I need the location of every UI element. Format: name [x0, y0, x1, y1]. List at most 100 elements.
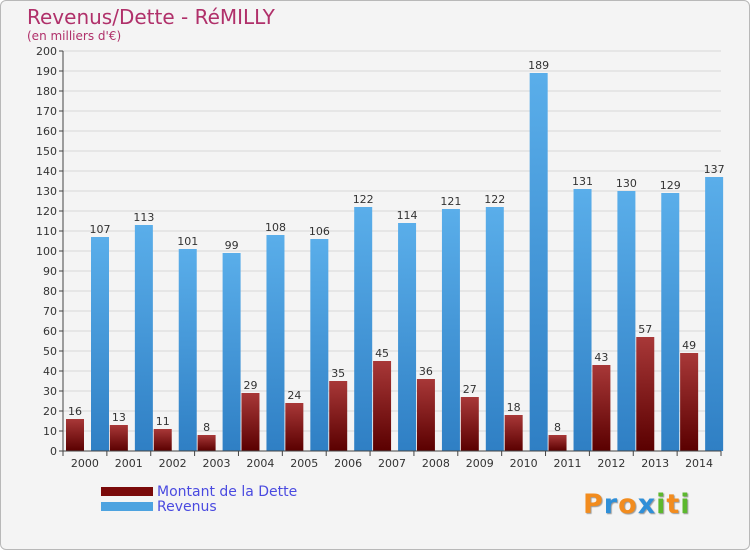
x-tick-label: 2014: [685, 457, 713, 470]
bar-debt: [460, 397, 479, 451]
logo-letter: r: [603, 489, 619, 520]
data-label-debt: 16: [68, 405, 82, 418]
data-label-revenue: 121: [440, 195, 461, 208]
legend-swatch-revenue: [101, 502, 153, 511]
logo-letter: i: [656, 489, 667, 520]
data-label-debt: 27: [463, 383, 477, 396]
bar-revenue: [178, 249, 197, 451]
data-label-debt: 36: [419, 365, 433, 378]
bar-revenue: [573, 189, 592, 451]
data-label-debt: 29: [243, 379, 257, 392]
y-tick-label: 70: [43, 305, 57, 318]
y-tick-label: 200: [36, 45, 57, 58]
bar-debt: [66, 419, 84, 451]
x-tick-label: 2006: [334, 457, 362, 470]
bar-debt: [504, 415, 523, 451]
bar-debt: [416, 379, 435, 451]
data-label-debt: 18: [507, 401, 521, 414]
x-tick-label: 2000: [71, 457, 99, 470]
data-label-debt: 11: [156, 415, 170, 428]
y-tick-label: 40: [43, 365, 57, 378]
logo-letter: i: [680, 489, 691, 520]
x-tick-label: 2010: [510, 457, 538, 470]
chart-subtitle: (en milliers d'€): [27, 29, 122, 43]
bar-debt: [197, 435, 216, 451]
data-label-revenue: 122: [353, 193, 374, 206]
data-label-revenue: 114: [397, 209, 418, 222]
x-tick-label: 2007: [378, 457, 406, 470]
data-label-debt: 35: [331, 367, 345, 380]
logo-letter: x: [637, 489, 657, 520]
y-tick-label: 0: [50, 445, 57, 458]
y-tick-label: 140: [36, 165, 57, 178]
y-tick-label: 110: [36, 225, 57, 238]
chart-title: Revenus/Dette - RéMILLY: [27, 5, 275, 29]
bar-revenue: [354, 207, 373, 451]
x-tick-label: 2009: [466, 457, 494, 470]
data-label-debt: 49: [682, 339, 696, 352]
data-label-revenue: 130: [616, 177, 637, 190]
x-tick-label: 2012: [597, 457, 625, 470]
x-tick-label: 2001: [115, 457, 143, 470]
y-tick-label: 100: [36, 245, 57, 258]
bar-debt: [241, 393, 260, 451]
x-tick-label: 2004: [246, 457, 274, 470]
bar-debt: [329, 381, 348, 451]
bar-revenue: [441, 209, 460, 451]
data-label-revenue: 107: [90, 223, 111, 236]
logo-letter: P: [583, 489, 604, 520]
bar-debt: [153, 429, 172, 451]
bar-debt: [548, 435, 567, 451]
x-tick-label: 2011: [553, 457, 581, 470]
y-tick-label: 30: [43, 385, 57, 398]
x-axis-ticks: 2000 2001 2002 2003 2004 2005 2006 2007 2008 2009…: [62, 451, 722, 470]
x-tick-label: 2005: [290, 457, 318, 470]
y-tick-label: 170: [36, 105, 57, 118]
axes: [62, 51, 721, 452]
data-label-debt: 45: [375, 347, 389, 360]
y-tick-label: 50: [43, 345, 57, 358]
proxiti-logo: Proxiti: [583, 489, 691, 520]
data-label-debt: 13: [112, 411, 126, 424]
bar-revenue: [485, 207, 504, 451]
x-tick-label: 2013: [641, 457, 669, 470]
y-tick-label: 90: [43, 265, 57, 278]
data-label-revenue: 122: [484, 193, 505, 206]
y-tick-label: 130: [36, 185, 57, 198]
data-label-revenue: 129: [660, 179, 681, 192]
bar-debt: [373, 361, 392, 451]
bar-revenue: [222, 253, 241, 451]
legend-swatch-debt: [101, 487, 153, 496]
bar-revenue: [705, 177, 724, 451]
y-tick-label: 10: [43, 425, 57, 438]
bar-revenue: [617, 191, 636, 451]
data-label-revenue: 137: [704, 163, 725, 176]
data-label-revenue: 101: [177, 235, 198, 248]
bar-revenue: [661, 193, 680, 451]
bar-debt: [636, 337, 655, 451]
data-label-revenue: 189: [528, 59, 549, 72]
x-tick-label: 2002: [159, 457, 187, 470]
bar-debt: [592, 365, 611, 451]
y-tick-label: 150: [36, 145, 57, 158]
bar-revenue: [529, 73, 548, 451]
data-label-revenue: 131: [572, 175, 593, 188]
data-label-debt: 24: [287, 389, 301, 402]
data-label-debt: 8: [203, 421, 210, 434]
x-tick-label: 2008: [422, 457, 450, 470]
data-label-debt: 57: [638, 323, 652, 336]
bar-revenue: [91, 237, 109, 451]
legend-label-debt: Montant de la Dette: [157, 484, 298, 500]
y-tick-label: 60: [43, 325, 57, 338]
bar-revenue: [398, 223, 417, 451]
bar-debt: [285, 403, 304, 451]
y-tick-label: 190: [36, 65, 57, 78]
y-axis-ticks: 0 10 20 30 40 50 60 70 80 90 100 110 120 130 140 150 160…: [36, 45, 63, 458]
data-label-revenue: 113: [133, 211, 154, 224]
bar-debt: [680, 353, 699, 451]
data-label-debt: 43: [594, 351, 608, 364]
logo-letter: o: [618, 489, 638, 520]
logo-letter: t: [666, 489, 681, 520]
bar-revenue: [134, 225, 153, 451]
data-label-revenue: 106: [309, 225, 330, 238]
